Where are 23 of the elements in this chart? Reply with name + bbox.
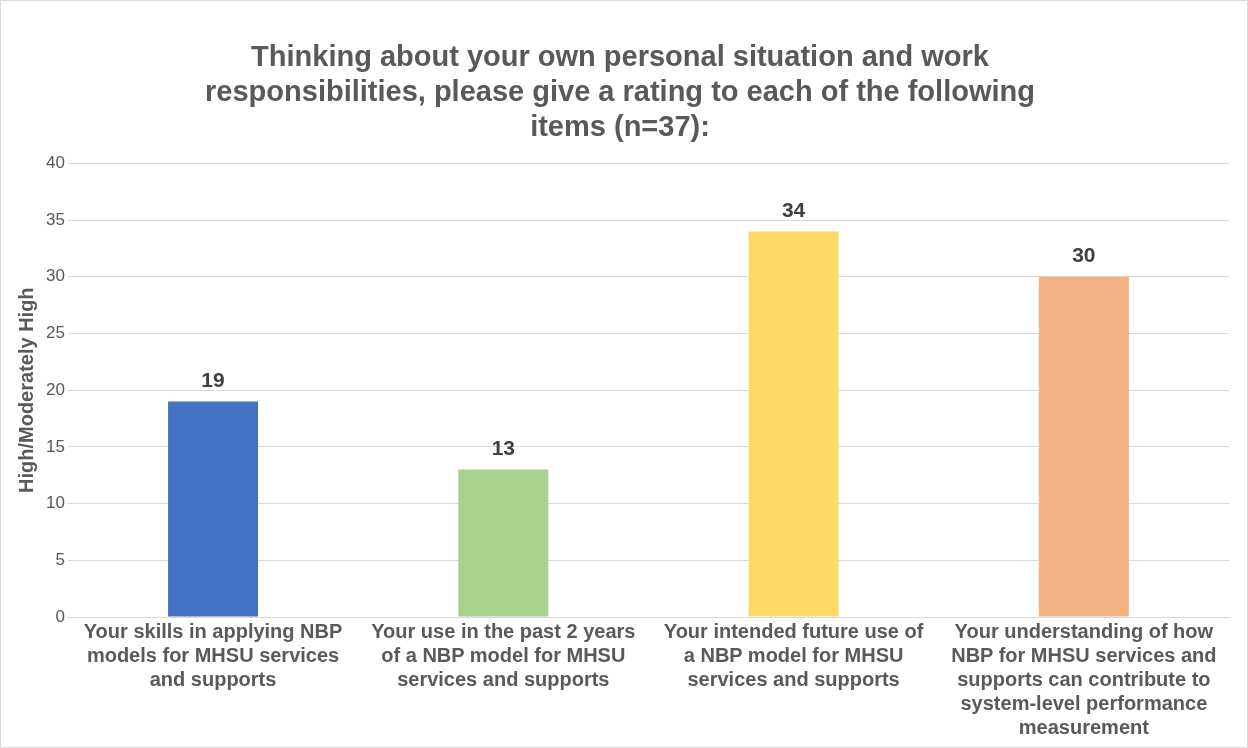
- x-tick-label: Your understanding of how NBP for MHSU services and supports can contribute to system-level performance measurement: [951, 619, 1217, 738]
- data-label: 19: [201, 367, 225, 391]
- x-tick-label: Your intended future use of a NBP model for MHSU services and supports: [663, 619, 924, 690]
- chart-title: Thinking about your own personal situation and work responsibilities, please give a rating to each of the following items (n=37):: [205, 40, 1035, 142]
- bar: [168, 401, 259, 617]
- y-tick-label: 25: [45, 323, 65, 343]
- x-tick-label: Your skills in applying NBP models for MHSU services and supports: [83, 619, 343, 690]
- y-tick-label: 20: [45, 379, 65, 399]
- bar: [748, 231, 839, 617]
- y-tick-label: 15: [45, 436, 65, 456]
- y-tick-label: 5: [55, 549, 65, 569]
- data-label: 34: [781, 197, 806, 221]
- bar: [1038, 276, 1129, 617]
- data-label: 13: [491, 435, 515, 459]
- y-axis-title: High/Moderately High: [14, 287, 37, 493]
- y-tick-label: 10: [45, 493, 65, 513]
- x-tick-label: Your use in the past 2 years of a NBP model for MHSU services and supports: [371, 619, 636, 690]
- y-tick-label: 35: [45, 209, 65, 229]
- y-tick-label: 30: [45, 266, 65, 286]
- data-label: 30: [1072, 243, 1096, 267]
- bar: [458, 469, 549, 617]
- y-tick-label: 40: [45, 153, 65, 173]
- y-tick-label: 0: [55, 606, 65, 626]
